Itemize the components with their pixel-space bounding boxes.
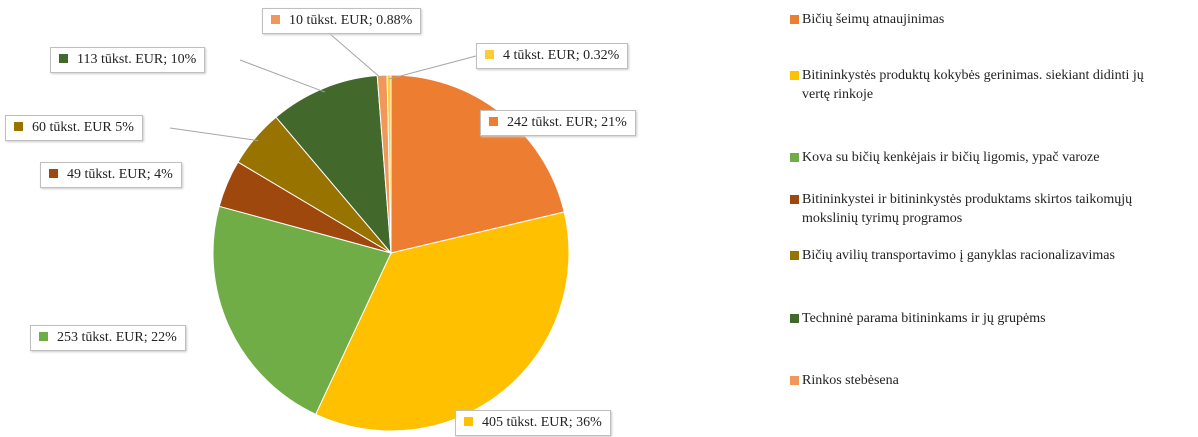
pie-slice	[315, 211, 570, 432]
pie-slice	[275, 74, 392, 255]
legend-text: Rinkos stebėsena	[802, 373, 899, 388]
legend-entry: Techninė parama bitininkams ir jų grupėm…	[790, 309, 1172, 328]
legend-entry: Bitininkystės produktų kokybės gerinimas…	[790, 66, 1172, 104]
leader-line	[239, 59, 326, 93]
legend-entry: Bitininkystei ir bitininkystės produktam…	[790, 190, 1172, 228]
pie-slice	[212, 205, 392, 415]
leader-line	[329, 33, 383, 80]
legend-text: Bičių šeimų atnaujinimas	[802, 12, 945, 27]
pie-slice	[386, 74, 392, 254]
label-text: 113 tūkst. EUR; 10%	[77, 52, 197, 67]
data-label: 253 tūkst. EUR; 22%	[30, 325, 186, 351]
label-text: 405 tūkst. EUR; 36%	[482, 415, 602, 430]
label-text: 242 tūkst. EUR; 21%	[507, 115, 627, 130]
label-swatch	[59, 54, 68, 63]
legend-swatch	[790, 71, 799, 80]
data-label: 4 tūkst. EUR; 0.32%	[476, 43, 629, 69]
legend-entry: Rinkos stebėsena	[790, 371, 1172, 390]
data-label: 113 tūkst. EUR; 10%	[50, 47, 206, 73]
legend-text: Techninė parama bitininkams ir jų grupėm…	[802, 311, 1046, 326]
legend-swatch	[790, 251, 799, 260]
label-text: 60 tūkst. EUR 5%	[32, 120, 134, 135]
data-label: 242 tūkst. EUR; 21%	[480, 110, 636, 136]
legend-swatch	[790, 314, 799, 323]
legend-swatch	[790, 195, 799, 204]
legend-text: Kova su bičių kenkėjais ir bičių ligomis…	[802, 150, 1100, 165]
label-swatch	[464, 417, 473, 426]
leader-line	[169, 127, 259, 142]
label-swatch	[14, 122, 23, 131]
label-swatch	[485, 50, 494, 59]
data-label: 60 tūkst. EUR 5%	[5, 115, 143, 141]
label-text: 10 tūkst. EUR; 0.88%	[289, 13, 413, 28]
legend-swatch	[790, 153, 799, 162]
legend-text: Bitininkystės produktų kokybės gerinimas…	[802, 68, 1144, 102]
data-label: 405 tūkst. EUR; 36%	[455, 410, 611, 436]
legend-entry: Bičių šeimų atnaujinimas	[790, 10, 1172, 29]
leader-line	[388, 55, 477, 80]
label-text: 49 tūkst. EUR; 4%	[67, 167, 173, 182]
label-swatch	[271, 15, 280, 24]
legend-text: Bičių avilių transportavimo į ganyklas r…	[802, 248, 1115, 263]
label-text: 4 tūkst. EUR; 0.32%	[503, 48, 620, 63]
legend-text: Bitininkystei ir bitininkystės produktam…	[802, 192, 1133, 226]
label-text: 253 tūkst. EUR; 22%	[57, 330, 177, 345]
label-swatch	[39, 332, 48, 341]
legend-entry: Bičių avilių transportavimo į ganyklas r…	[790, 246, 1172, 265]
label-swatch	[49, 169, 58, 178]
data-label: 49 tūkst. EUR; 4%	[40, 162, 182, 188]
label-swatch	[489, 117, 498, 126]
legend-entry: Kova su bičių kenkėjais ir bičių ligomis…	[790, 148, 1172, 167]
legend-swatch	[790, 15, 799, 24]
legend-swatch	[790, 376, 799, 385]
data-label: 10 tūkst. EUR; 0.88%	[262, 8, 422, 34]
